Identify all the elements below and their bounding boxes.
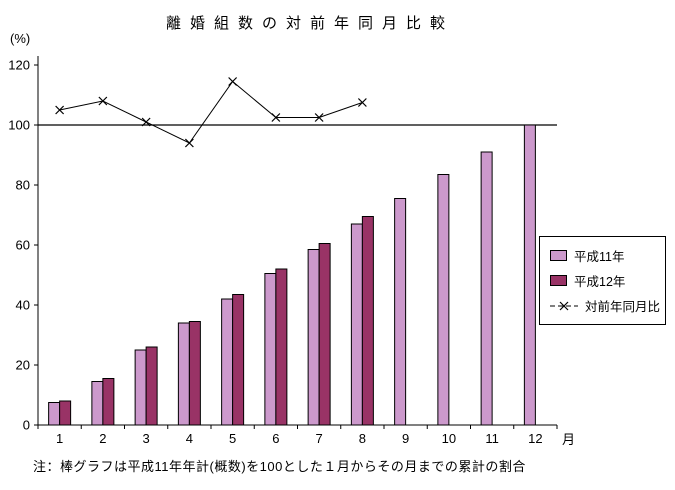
legend-swatch-h11: [550, 250, 567, 261]
svg-text:6: 6: [272, 431, 279, 446]
svg-text:10: 10: [442, 431, 456, 446]
x-axis-unit-label: 月: [562, 432, 576, 447]
svg-text:2: 2: [99, 431, 106, 446]
svg-text:12: 12: [528, 431, 542, 446]
legend-item-h12: 平成12年: [550, 271, 661, 290]
svg-text:20: 20: [16, 358, 30, 373]
svg-text:3: 3: [143, 431, 150, 446]
svg-text:1: 1: [56, 431, 63, 446]
svg-text:8: 8: [359, 431, 366, 446]
svg-text:7: 7: [316, 431, 323, 446]
svg-text:4: 4: [186, 431, 193, 446]
chart-title: 離婚組数の対前年同月比較: [165, 15, 454, 32]
svg-text:5: 5: [229, 431, 236, 446]
chart-legend: 平成11年 平成12年 対前年同月比: [539, 236, 666, 325]
legend-item-h11: 平成11年: [550, 246, 661, 265]
y-axis-unit-label: (%): [10, 31, 31, 46]
svg-text:80: 80: [16, 178, 30, 193]
svg-text:0: 0: [23, 418, 30, 433]
svg-text:120: 120: [8, 58, 30, 73]
svg-text:11: 11: [485, 431, 499, 446]
legend-label-h12: 平成12年: [574, 275, 626, 289]
svg-text:40: 40: [16, 298, 30, 313]
legend-label-h11: 平成11年: [574, 250, 625, 264]
legend-swatch-h12: [550, 275, 567, 286]
legend-item-yoy-line: 対前年同月比: [550, 296, 661, 315]
chart-footnote: 注：棒グラフは平成11年年計(概数)を100とした１月からその月までの累計の割合: [33, 459, 526, 474]
svg-text:100: 100: [8, 118, 30, 133]
svg-text:60: 60: [16, 238, 30, 253]
legend-swatch-line-x: [550, 301, 578, 310]
legend-label-yoy: 対前年同月比: [585, 300, 661, 314]
svg-text:9: 9: [402, 431, 409, 446]
